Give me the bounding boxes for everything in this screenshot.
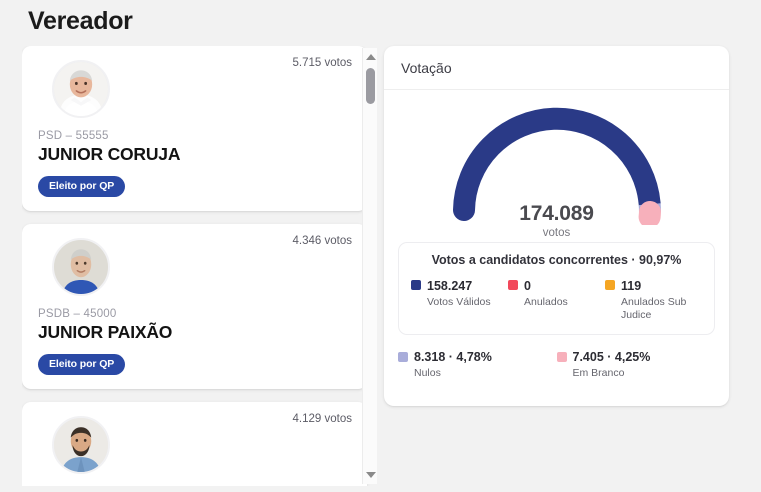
legend-swatch-icon — [398, 352, 408, 363]
legend-value: 7.405 · 4,25% — [572, 350, 651, 365]
legend-item-anulados: 0 Anulados — [508, 277, 605, 322]
candidate-party: PSDB – 45000 — [38, 308, 117, 320]
candidate-card[interactable]: 5.715 votos PSD – 55555 JUNIOR CORUJA El… — [22, 46, 367, 211]
legend-label: Anulados Sub Judice — [621, 296, 687, 322]
candidate-list: 5.715 votos PSD – 55555 JUNIOR CORUJA El… — [22, 46, 374, 486]
legend-swatch-icon — [605, 280, 615, 290]
legend-item-votos-validos: 158.247 Votos Válidos — [411, 277, 508, 322]
candidate-card[interactable]: 4.346 votos PSDB – 45000 JUNIOR PAIXÃO E… — [22, 224, 367, 389]
legend-value: 119 — [621, 279, 642, 293]
candidate-photo-3 — [52, 416, 110, 474]
legend-label: Nulos — [414, 366, 441, 379]
legend-primary-row: 158.247 Votos Válidos 0 Anulados 119 Anu… — [411, 277, 702, 322]
legend-value: 8.318 · 4,78% — [414, 350, 492, 365]
scroll-up-arrow-icon[interactable] — [363, 50, 378, 64]
candidate-status-badge: Eleito por QP — [38, 354, 126, 375]
legend-swatch-icon — [411, 280, 421, 290]
legend-label: Anulados — [524, 296, 568, 308]
panel-header: Votação — [384, 46, 729, 90]
gauge-total-votes: 174.089 — [519, 202, 594, 225]
scroll-down-arrow-icon[interactable] — [363, 468, 378, 482]
candidate-status-badge: Eleito por QP — [38, 176, 126, 197]
legend-item-em-branco: 7.405 · 4,25% Em Branco — [556, 349, 716, 379]
candidate-list-scrollbar[interactable] — [362, 48, 377, 484]
legend-swatch-icon — [508, 280, 518, 290]
gauge-chart — [452, 107, 661, 225]
legend-label: Em Branco — [572, 366, 625, 379]
page-title: Vereador — [28, 7, 133, 35]
legend-swatch-icon — [556, 352, 567, 363]
votacao-panel: Votação 174.089 votos Votos a candidatos… — [384, 46, 729, 406]
candidate-photo-2 — [52, 238, 110, 296]
legend-label: Votos Válidos — [427, 296, 491, 308]
candidate-party: PSD – 55555 — [38, 130, 109, 142]
candidate-votes: 4.129 votos — [292, 413, 352, 425]
legend-item-anulados-sub-judice: 119 Anulados Sub Judice — [605, 277, 702, 322]
legend-item-nulos: 8.318 · 4,78% Nulos — [398, 349, 557, 379]
panel-title: Votação — [401, 59, 452, 76]
gauge-unit-label: votos — [542, 227, 571, 239]
candidate-name: JUNIOR CORUJA — [38, 144, 181, 164]
candidate-name: JUNIOR PAIXÃO — [38, 322, 173, 342]
candidate-card[interactable]: 4.129 votos PL – 22222 OCTAVIO SAMPAIO E… — [22, 402, 367, 486]
votacao-gauge: 174.089 votos — [384, 90, 729, 242]
legend-secondary-row: 8.318 · 4,78% Nulos 7.405 · 4,25% Em Bra… — [398, 349, 715, 379]
legend-value: 0 — [524, 279, 531, 293]
candidate-votes: 4.346 votos — [292, 235, 352, 247]
gauge-center-label: 174.089 votos — [384, 202, 729, 239]
legend-box: Votos a candidatos concorrentes · 90,97%… — [398, 242, 715, 336]
scrollbar-thumb[interactable] — [366, 68, 375, 104]
legend-value: 158.247 — [427, 279, 473, 293]
candidate-votes: 5.715 votos — [292, 57, 352, 69]
legend-title: Votos a candidatos concorrentes · 90,97% — [431, 253, 682, 267]
candidate-photo-1 — [52, 60, 110, 118]
